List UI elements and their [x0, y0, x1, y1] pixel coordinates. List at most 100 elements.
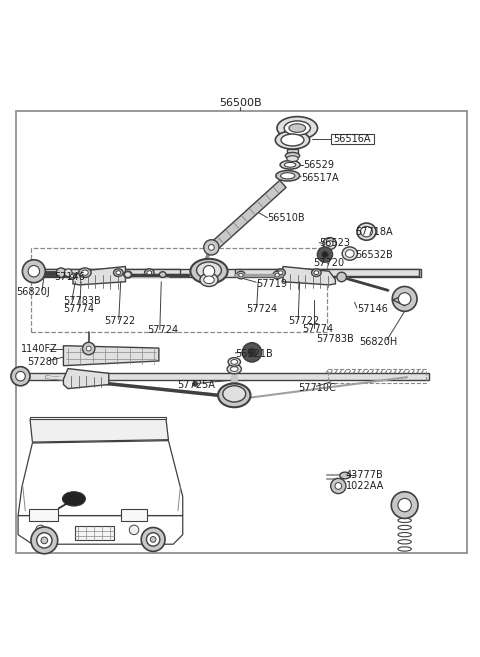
Ellipse shape — [144, 269, 154, 277]
Circle shape — [391, 491, 418, 518]
Ellipse shape — [326, 240, 333, 246]
Polygon shape — [283, 267, 336, 285]
Ellipse shape — [340, 472, 350, 479]
Ellipse shape — [284, 162, 296, 167]
Polygon shape — [211, 181, 286, 250]
Ellipse shape — [239, 273, 243, 277]
Polygon shape — [20, 373, 429, 380]
Circle shape — [64, 269, 72, 277]
Ellipse shape — [278, 271, 283, 275]
Ellipse shape — [280, 160, 300, 169]
Ellipse shape — [223, 386, 246, 402]
Ellipse shape — [204, 276, 214, 284]
Ellipse shape — [357, 223, 376, 240]
Text: 56532B: 56532B — [356, 250, 393, 260]
Text: 57725A: 57725A — [177, 380, 215, 390]
Circle shape — [150, 537, 156, 542]
Text: 1140FZ: 1140FZ — [21, 344, 57, 353]
Circle shape — [16, 371, 25, 381]
Polygon shape — [39, 269, 421, 277]
Polygon shape — [30, 417, 166, 419]
Circle shape — [86, 346, 91, 351]
Ellipse shape — [281, 134, 304, 146]
Circle shape — [31, 527, 58, 554]
Ellipse shape — [231, 359, 238, 364]
Text: 57710C: 57710C — [298, 382, 336, 393]
Ellipse shape — [273, 271, 281, 279]
Ellipse shape — [277, 116, 318, 139]
Circle shape — [28, 265, 39, 277]
Circle shape — [129, 525, 139, 535]
Polygon shape — [393, 295, 411, 306]
Ellipse shape — [346, 250, 354, 258]
Text: 56517A: 56517A — [301, 173, 339, 183]
Text: 56529: 56529 — [303, 160, 334, 170]
Text: 56820J: 56820J — [16, 286, 49, 297]
Polygon shape — [235, 269, 419, 276]
Ellipse shape — [218, 384, 251, 407]
Bar — [328, 369, 426, 384]
Text: 57718A: 57718A — [356, 227, 393, 237]
Ellipse shape — [284, 121, 311, 135]
Circle shape — [23, 260, 45, 283]
Circle shape — [36, 525, 45, 535]
Polygon shape — [30, 419, 168, 442]
Ellipse shape — [276, 131, 310, 149]
Ellipse shape — [342, 247, 358, 260]
Polygon shape — [18, 516, 183, 544]
Circle shape — [203, 265, 215, 277]
Ellipse shape — [312, 269, 321, 277]
Ellipse shape — [71, 275, 74, 277]
Circle shape — [56, 268, 66, 277]
Text: 56510B: 56510B — [268, 213, 305, 223]
Text: 43777B: 43777B — [346, 470, 384, 480]
Text: 57146: 57146 — [357, 304, 388, 315]
Ellipse shape — [237, 271, 245, 279]
Circle shape — [83, 342, 95, 355]
Circle shape — [248, 348, 256, 357]
Text: 57783B: 57783B — [63, 296, 101, 306]
Text: 57720: 57720 — [313, 258, 344, 267]
Ellipse shape — [360, 227, 372, 237]
Ellipse shape — [287, 156, 298, 162]
Circle shape — [398, 499, 411, 512]
Ellipse shape — [82, 270, 88, 275]
Circle shape — [242, 343, 262, 362]
Bar — [120, 509, 147, 521]
Text: 56521B: 56521B — [235, 349, 273, 359]
Circle shape — [146, 533, 160, 546]
Text: 56820H: 56820H — [360, 337, 397, 348]
Circle shape — [11, 367, 30, 386]
Ellipse shape — [197, 262, 221, 279]
Ellipse shape — [276, 171, 300, 181]
Circle shape — [398, 293, 411, 305]
Ellipse shape — [62, 491, 85, 506]
Polygon shape — [73, 267, 125, 285]
Text: 57783B: 57783B — [316, 334, 354, 344]
Text: 57722: 57722 — [104, 316, 135, 326]
Text: 57724: 57724 — [147, 325, 178, 336]
Circle shape — [337, 272, 347, 282]
Polygon shape — [287, 149, 298, 156]
Text: 56516A: 56516A — [333, 134, 371, 144]
Ellipse shape — [159, 272, 166, 277]
Circle shape — [193, 382, 198, 386]
Circle shape — [331, 478, 346, 493]
Ellipse shape — [124, 272, 131, 277]
Polygon shape — [18, 441, 183, 516]
Text: 56500B: 56500B — [219, 99, 261, 108]
Ellipse shape — [289, 124, 306, 132]
Text: 56523: 56523 — [319, 238, 350, 248]
Text: 57722: 57722 — [288, 316, 319, 326]
Ellipse shape — [285, 152, 300, 159]
Circle shape — [317, 247, 333, 262]
Polygon shape — [63, 346, 159, 366]
Ellipse shape — [228, 357, 240, 366]
Circle shape — [141, 528, 165, 551]
Text: 57774: 57774 — [63, 304, 95, 315]
Ellipse shape — [227, 364, 241, 374]
Ellipse shape — [323, 238, 336, 250]
Text: 57774: 57774 — [302, 325, 333, 334]
Ellipse shape — [276, 269, 285, 277]
Bar — [32, 248, 327, 332]
